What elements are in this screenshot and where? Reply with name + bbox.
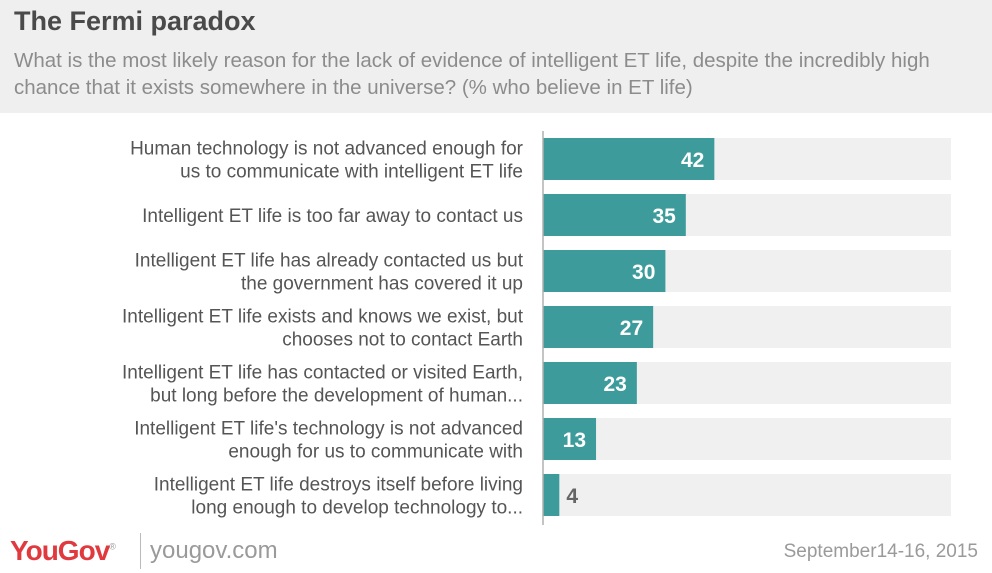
footer-date: September14-16, 2015 <box>783 541 978 562</box>
bar-value-label: 27 <box>620 317 643 340</box>
category-label: enough for us to communicate with <box>228 442 523 463</box>
bar-value-label: 4 <box>566 485 578 508</box>
bar <box>543 250 666 292</box>
bar <box>543 418 597 460</box>
category-label: Intelligent ET life has contacted or vis… <box>122 363 523 384</box>
category-label: Intelligent ET life's technology is not … <box>134 419 523 440</box>
bar <box>543 474 560 516</box>
bar-value-label: 30 <box>632 261 655 284</box>
bar <box>543 138 715 180</box>
bar-track <box>543 474 951 516</box>
footer-divider <box>140 533 141 569</box>
category-label: Intelligent ET life destroys itself befo… <box>154 475 523 496</box>
category-label: Intelligent ET life exists and knows we … <box>122 307 524 328</box>
footer-url: yougov.com <box>150 537 278 564</box>
bar <box>543 194 686 236</box>
category-label: long enough to develop technology to... <box>191 498 523 519</box>
header-band: The Fermi paradox What is the most likel… <box>0 0 992 113</box>
bar-track <box>543 418 951 460</box>
bar-value-label: 42 <box>681 149 704 172</box>
yougov-logo: YouGov® <box>10 535 116 566</box>
category-label: Intelligent ET life is too far away to c… <box>142 206 523 227</box>
chart-title: The Fermi paradox <box>14 6 256 36</box>
bar-chart: 42 Human technology is not advanced enoug… <box>122 131 951 525</box>
bar <box>543 306 654 348</box>
category-label: but long before the development of human… <box>150 386 523 407</box>
category-label: Intelligent ET life has already contacte… <box>135 251 524 272</box>
category-label: us to communicate with intelligent ET li… <box>180 162 523 183</box>
bar-value-label: 23 <box>603 373 626 396</box>
category-label: chooses not to contact Earth <box>282 330 523 351</box>
bar-value-label: 35 <box>652 205 676 228</box>
category-label: Human technology is not advanced enough … <box>130 139 524 160</box>
chart-subtitle: What is the most likely reason for the l… <box>14 49 930 99</box>
bar-value-label: 13 <box>563 429 586 452</box>
category-label: the government has covered it up <box>241 274 523 295</box>
bar <box>543 362 637 404</box>
